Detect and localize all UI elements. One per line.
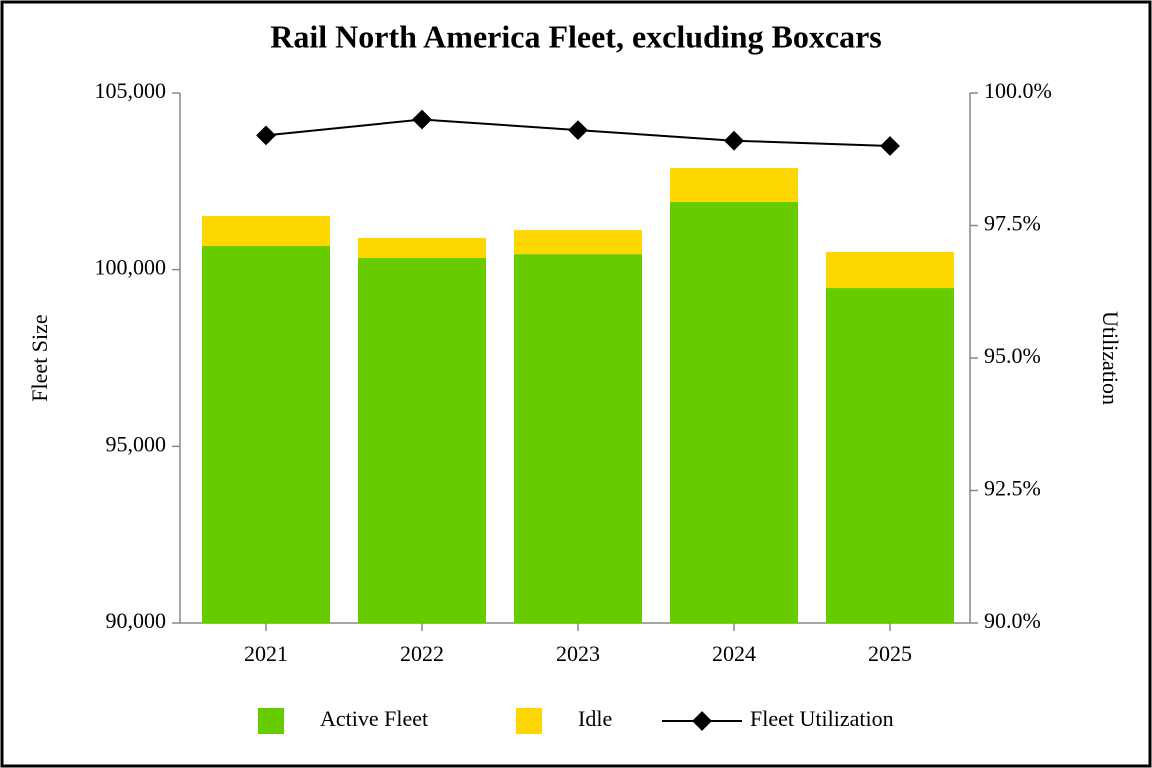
bar-segment bbox=[514, 230, 642, 255]
y2-tick-label: 100.0% bbox=[984, 78, 1052, 103]
legend-swatch bbox=[516, 708, 542, 734]
x-tick-label: 2021 bbox=[244, 641, 288, 666]
bar-segment bbox=[670, 167, 798, 202]
x-tick-label: 2022 bbox=[400, 641, 444, 666]
legend-label: Fleet Utilization bbox=[750, 706, 894, 731]
bar-segment bbox=[202, 245, 330, 623]
marker bbox=[412, 109, 432, 130]
bar-segment bbox=[358, 237, 486, 259]
marker bbox=[256, 125, 276, 146]
bar-segment bbox=[358, 258, 486, 623]
y-tick-label: 105,000 bbox=[95, 78, 167, 103]
y2-tick-label: 95.0% bbox=[984, 343, 1041, 368]
bar-segment bbox=[670, 201, 798, 623]
y-axis-label: Fleet Size bbox=[27, 314, 52, 401]
y-tick-label: 100,000 bbox=[95, 255, 167, 280]
legend-label: Active Fleet bbox=[320, 706, 428, 731]
y2-axis-label: Utilization bbox=[1098, 311, 1123, 405]
y2-tick-label: 90.0% bbox=[984, 608, 1041, 633]
x-tick-label: 2024 bbox=[712, 641, 756, 666]
y2-tick-label: 97.5% bbox=[984, 211, 1041, 236]
bar-segment bbox=[826, 252, 954, 289]
bar-segment bbox=[202, 215, 330, 246]
chart-title: Rail North America Fleet, excluding Boxc… bbox=[270, 18, 881, 54]
legend-label: Idle bbox=[578, 706, 612, 731]
y-tick-label: 90,000 bbox=[106, 608, 167, 633]
x-tick-label: 2025 bbox=[868, 641, 912, 666]
bar-segment bbox=[514, 254, 642, 623]
bar-segment bbox=[826, 288, 954, 623]
y2-tick-label: 92.5% bbox=[984, 476, 1041, 501]
x-tick-label: 2023 bbox=[556, 641, 600, 666]
legend-swatch bbox=[258, 708, 284, 734]
y-tick-label: 95,000 bbox=[106, 431, 167, 456]
